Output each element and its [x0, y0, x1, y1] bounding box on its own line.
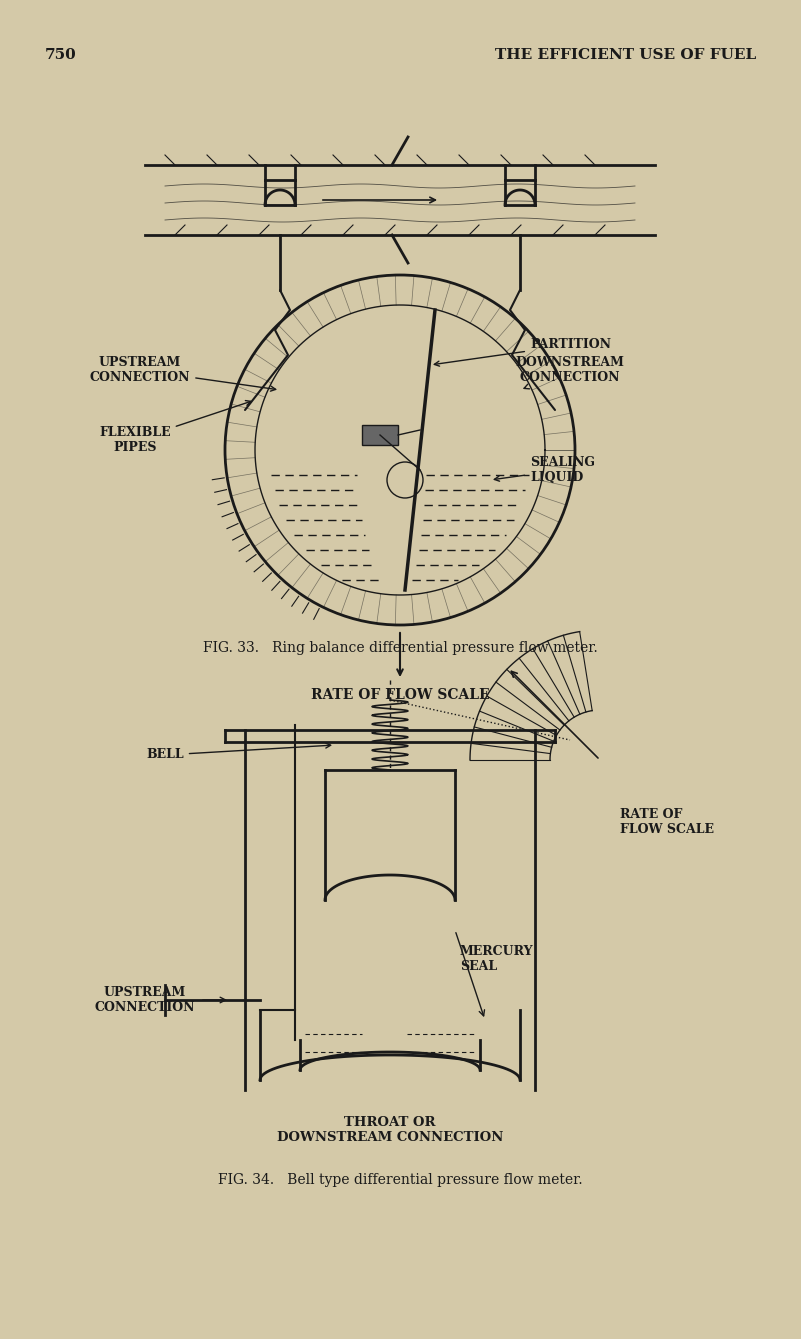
- Text: UPSTREAM
CONNECTION: UPSTREAM CONNECTION: [95, 986, 195, 1014]
- Text: RATE OF
FLOW SCALE: RATE OF FLOW SCALE: [620, 807, 714, 836]
- Text: THROAT OR
DOWNSTREAM CONNECTION: THROAT OR DOWNSTREAM CONNECTION: [277, 1115, 503, 1144]
- Text: SEALING
LIQUID: SEALING LIQUID: [494, 457, 595, 483]
- Text: FIG. 33.   Ring balance differential pressure flow meter.: FIG. 33. Ring balance differential press…: [203, 641, 598, 655]
- Text: THE EFFICIENT USE OF FUEL: THE EFFICIENT USE OF FUEL: [495, 48, 756, 62]
- Text: BELL: BELL: [147, 743, 331, 762]
- Text: 750: 750: [45, 48, 77, 62]
- Text: FIG. 34.   Bell type differential pressure flow meter.: FIG. 34. Bell type differential pressure…: [218, 1173, 582, 1186]
- Bar: [362, 424, 398, 445]
- Text: RATE OF FLOW SCALE: RATE OF FLOW SCALE: [311, 688, 489, 702]
- Text: FLEXIBLE
PIPES: FLEXIBLE PIPES: [99, 400, 251, 454]
- Text: DOWNSTREAM
CONNECTION: DOWNSTREAM CONNECTION: [516, 356, 625, 388]
- Text: PARTITION: PARTITION: [434, 339, 611, 366]
- Text: MERCURY
SEAL: MERCURY SEAL: [460, 945, 533, 973]
- Text: UPSTREAM
CONNECTION: UPSTREAM CONNECTION: [90, 356, 276, 391]
